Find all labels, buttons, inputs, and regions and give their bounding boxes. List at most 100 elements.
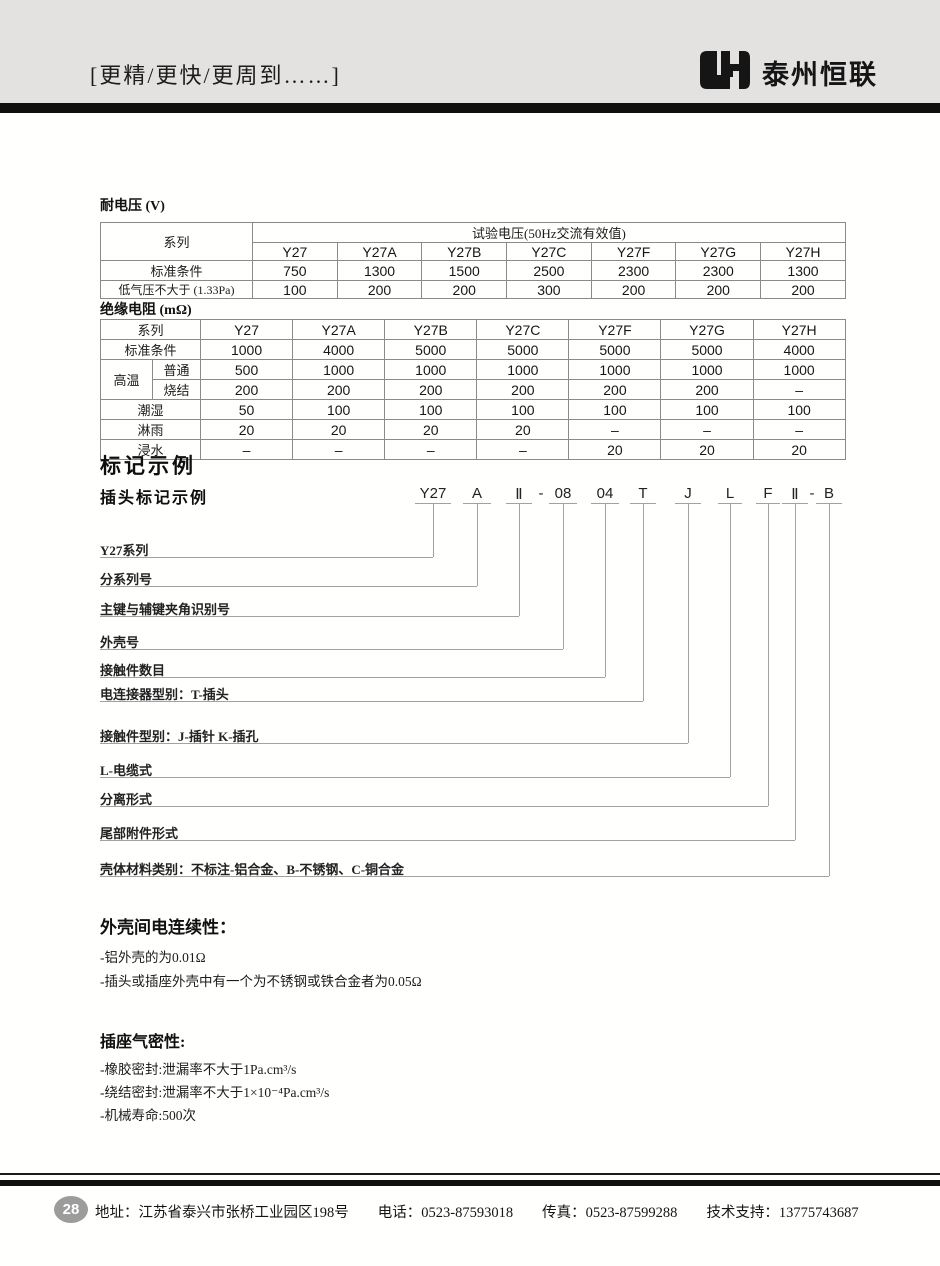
value-cell: 200 (200, 379, 294, 400)
code-token: A (471, 485, 483, 502)
marking-subtitle: 插头标记示例 (100, 490, 209, 507)
token-underline (591, 503, 619, 504)
code-token: - (538, 485, 544, 502)
value-cell: 20 (476, 419, 570, 440)
code-token: T (638, 485, 648, 502)
continuity-line: -铝外壳的为0.01Ω (100, 950, 206, 965)
group-label-cell: 高温 (100, 359, 153, 400)
callout-line (100, 806, 768, 807)
value-cell: 2500 (506, 260, 592, 281)
value-cell: 200 (568, 379, 662, 400)
code-token: B (823, 485, 835, 502)
row-label-cell: 标准条件 (99, 339, 202, 360)
table-row: Y27 Y27A Y27B Y27C Y27F Y27G Y27H (101, 242, 846, 261)
value-cell: 200 (384, 379, 478, 400)
value-cell: 100 (292, 399, 386, 420)
continuity-title: 外壳间电连续性： (100, 918, 236, 937)
series-cell: Y27A (336, 242, 423, 261)
series-cell: Y27 (200, 319, 294, 340)
value-cell: 20 (752, 439, 846, 460)
value-cell: 1300 (336, 260, 423, 281)
table-row: 标准条件 750 1300 1500 2500 2300 2300 1300 (100, 260, 846, 281)
callout-line (730, 504, 731, 777)
callout-label: 壳体材料类别：不标注-铝合金、B-不锈钢、C-铜合金 (100, 862, 405, 877)
callout-label: 尾部附件形式 (100, 826, 179, 841)
code-token: J (684, 485, 692, 502)
brand: 泰州恒联 (698, 50, 878, 95)
code-token: - (809, 485, 815, 502)
value-cell: – (292, 439, 386, 460)
value-cell: 5000 (660, 339, 754, 360)
token-underline (415, 503, 451, 504)
value-cell: 2300 (675, 260, 762, 281)
value-cell: – (568, 419, 662, 440)
callout-line (100, 586, 477, 587)
code-token: F (763, 485, 773, 502)
withstand-voltage-table: 系列 试验电压(50Hz交流有效值) Y27 Y27A Y27B Y27C Y2… (100, 222, 846, 299)
marking-title: 标记示例 (100, 455, 196, 478)
value-cell: 1000 (384, 359, 478, 380)
value-cell: 500 (200, 359, 294, 380)
value-cell: 100 (476, 399, 570, 420)
row-label-cell: 浸水 (99, 439, 202, 460)
token-underline (816, 503, 842, 504)
series-cell: Y27A (292, 319, 386, 340)
callout-line (433, 504, 434, 557)
table-row: 低气压不大于 (1.33Pa) 100 200 200 300 200 200 … (100, 280, 846, 299)
callout-line (100, 677, 605, 678)
callout-label: L-电缆式 (100, 763, 153, 778)
masthead: [更精/更快/更周到……] 泰州恒联 (0, 0, 940, 103)
callout-line (100, 557, 433, 558)
table-row: 潮湿 50 100 100 100 100 100 100 (99, 399, 846, 420)
value-cell: 100 (252, 280, 338, 299)
series-cell: Y27B (421, 242, 508, 261)
series-cell: Y27C (476, 319, 570, 340)
span-header-cell: 试验电压(50Hz交流有效值) (252, 222, 846, 243)
value-cell: 1500 (421, 260, 508, 281)
series-cell: Y27B (384, 319, 478, 340)
token-underline (463, 503, 491, 504)
row-label-cell: 标准条件 (100, 260, 253, 281)
footer-fax: 传真：0523-87599288 (542, 1205, 678, 1221)
token-underline (718, 503, 742, 504)
corner-cell: 系列 (99, 319, 202, 340)
code-token: Ⅱ (515, 486, 523, 503)
callout-line (100, 649, 563, 650)
value-cell: 1000 (568, 359, 662, 380)
footer-info: 地址：江苏省泰兴市张桥工业园区198号 电话：0523-87593018 传真：… (95, 1201, 859, 1222)
value-cell: 20 (660, 439, 754, 460)
value-cell: 200 (675, 280, 762, 299)
row-label-cell: 普通 (151, 359, 202, 380)
row-label-cell: 低气压不大于 (1.33Pa) (100, 280, 253, 299)
series-cell: Y27H (760, 242, 846, 261)
tagline: [更精/更快/更周到……] (90, 63, 341, 88)
callout-line (605, 504, 606, 677)
value-cell: 50 (200, 399, 294, 420)
value-cell: 1000 (660, 359, 754, 380)
company-logo-icon (698, 50, 752, 95)
table-row: 浸水 – – – – 20 20 20 (99, 439, 846, 460)
value-cell: 1300 (760, 260, 846, 281)
gas-tightness-line: -橡胶密封:泄漏率不大于1Pa.cm³/s (100, 1062, 297, 1077)
value-cell: – (752, 419, 846, 440)
table-row: 淋雨 20 20 20 20 – – – (99, 419, 846, 440)
footer-phone: 电话：0523-87593018 (377, 1205, 514, 1221)
page-number-badge: 28 (54, 1196, 88, 1223)
footer-support: 技术支持：13775743687 (706, 1205, 859, 1221)
insulation-resistance-title: 绝缘电阻 (mΩ) (100, 303, 192, 318)
callout-line (100, 701, 643, 702)
brand-name: 泰州恒联 (762, 60, 878, 90)
value-cell: 100 (568, 399, 662, 420)
header-rule (0, 103, 940, 113)
callout-line (795, 504, 796, 840)
footer-rule-thin (0, 1173, 940, 1175)
callout-line (519, 504, 520, 616)
value-cell: 20 (292, 419, 386, 440)
callout-line (100, 840, 795, 841)
value-cell: 1000 (200, 339, 294, 360)
value-cell: 200 (660, 379, 754, 400)
callout-label: 主键与辅键夹角识别号 (100, 602, 231, 617)
callout-label: 分离形式 (100, 792, 153, 807)
value-cell: – (200, 439, 294, 460)
